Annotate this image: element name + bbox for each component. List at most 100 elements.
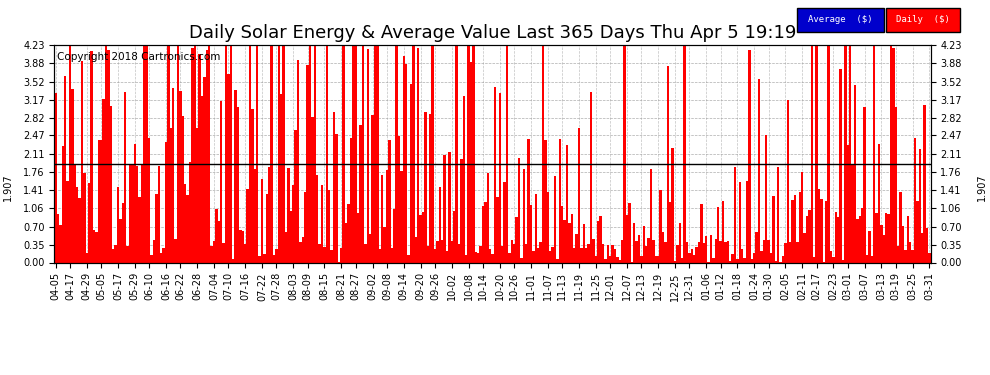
Bar [590,92,592,262]
Bar [858,216,861,262]
Bar [624,45,626,262]
Bar [686,243,688,262]
Bar [412,45,415,262]
Bar [787,100,789,262]
Bar [172,88,174,262]
Text: 1.907: 1.907 [3,174,13,201]
Text: 1.907: 1.907 [977,174,987,201]
Bar [649,170,652,262]
Bar [162,248,165,262]
Bar [446,251,448,262]
Bar [551,247,553,262]
Bar [174,239,177,262]
Bar [921,233,924,262]
Bar [561,206,563,262]
Bar [273,255,275,262]
Bar [201,96,203,262]
Bar [136,166,139,262]
Bar [191,48,194,262]
Bar [737,260,739,262]
Bar [253,169,256,262]
Bar [61,146,64,262]
Bar [575,234,578,262]
Bar [256,45,258,262]
Bar [381,175,383,262]
Bar [633,223,636,262]
Bar [568,223,570,262]
Bar [66,181,69,262]
Bar [263,254,265,262]
Bar [674,261,676,262]
Bar [722,201,724,262]
Bar [474,252,477,262]
Bar [907,216,909,262]
Bar [904,250,907,262]
Bar [386,170,388,262]
Bar [405,64,407,262]
Bar [452,211,455,262]
Bar [127,246,129,262]
Bar [612,245,614,262]
Bar [528,139,530,262]
Bar [499,93,501,262]
Bar [242,231,245,262]
Bar [669,202,671,262]
Bar [107,50,110,262]
Bar [371,115,373,262]
Bar [203,77,206,262]
Bar [141,165,144,262]
Bar [840,69,842,262]
Bar [929,254,931,262]
Bar [88,183,90,262]
Bar [729,261,732,262]
Bar [309,45,311,262]
Bar [652,240,654,262]
Bar [213,241,215,262]
Bar [878,144,880,262]
Bar [506,45,508,262]
Bar [789,242,791,262]
Bar [194,45,196,262]
Bar [880,225,883,262]
Bar [383,227,386,262]
Bar [518,159,520,262]
Bar [196,128,198,262]
Bar [331,250,333,262]
Bar [410,84,412,262]
Bar [691,249,693,262]
Bar [184,184,186,262]
Bar [570,214,573,262]
Bar [643,226,644,262]
Bar [924,105,926,262]
Bar [230,45,232,262]
Bar [275,249,277,262]
Bar [422,211,424,262]
Bar [636,241,638,262]
Bar [621,240,624,262]
Text: Copyright 2018 Cartronics.com: Copyright 2018 Cartronics.com [57,51,221,62]
Bar [98,140,100,262]
Bar [676,245,678,262]
Bar [750,260,753,262]
Bar [595,256,597,262]
Bar [647,238,649,262]
Bar [129,165,132,262]
Bar [661,232,664,262]
Bar [186,195,189,262]
Bar [870,256,873,262]
Bar [578,128,580,262]
Bar [919,149,921,262]
Bar [225,45,228,262]
Bar [398,136,400,262]
Bar [842,260,844,262]
Bar [297,60,299,262]
Bar [117,187,119,262]
Bar [285,232,287,262]
Bar [232,260,235,262]
Bar [556,258,558,262]
Bar [688,253,691,262]
Bar [644,246,647,262]
Bar [343,45,345,262]
Bar [873,45,875,262]
Bar [748,50,750,262]
